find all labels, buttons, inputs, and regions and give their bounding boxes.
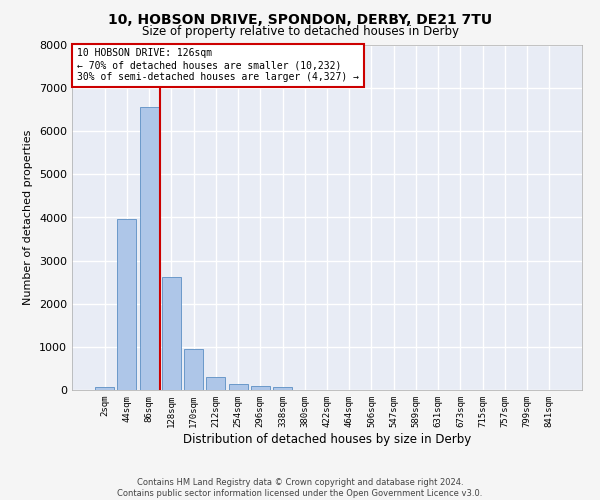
Text: 10, HOBSON DRIVE, SPONDON, DERBY, DE21 7TU: 10, HOBSON DRIVE, SPONDON, DERBY, DE21 7… <box>108 12 492 26</box>
Bar <box>273 386 292 390</box>
Bar <box>140 106 158 390</box>
X-axis label: Distribution of detached houses by size in Derby: Distribution of detached houses by size … <box>183 432 471 446</box>
Bar <box>118 219 136 390</box>
Bar <box>184 349 203 390</box>
Bar <box>206 376 225 390</box>
Bar <box>229 384 248 390</box>
Bar <box>95 387 114 390</box>
Text: 10 HOBSON DRIVE: 126sqm
← 70% of detached houses are smaller (10,232)
30% of sem: 10 HOBSON DRIVE: 126sqm ← 70% of detache… <box>77 48 359 82</box>
Bar <box>251 386 270 390</box>
Text: Contains HM Land Registry data © Crown copyright and database right 2024.
Contai: Contains HM Land Registry data © Crown c… <box>118 478 482 498</box>
Y-axis label: Number of detached properties: Number of detached properties <box>23 130 34 305</box>
Text: Size of property relative to detached houses in Derby: Size of property relative to detached ho… <box>142 25 458 38</box>
Bar <box>162 277 181 390</box>
